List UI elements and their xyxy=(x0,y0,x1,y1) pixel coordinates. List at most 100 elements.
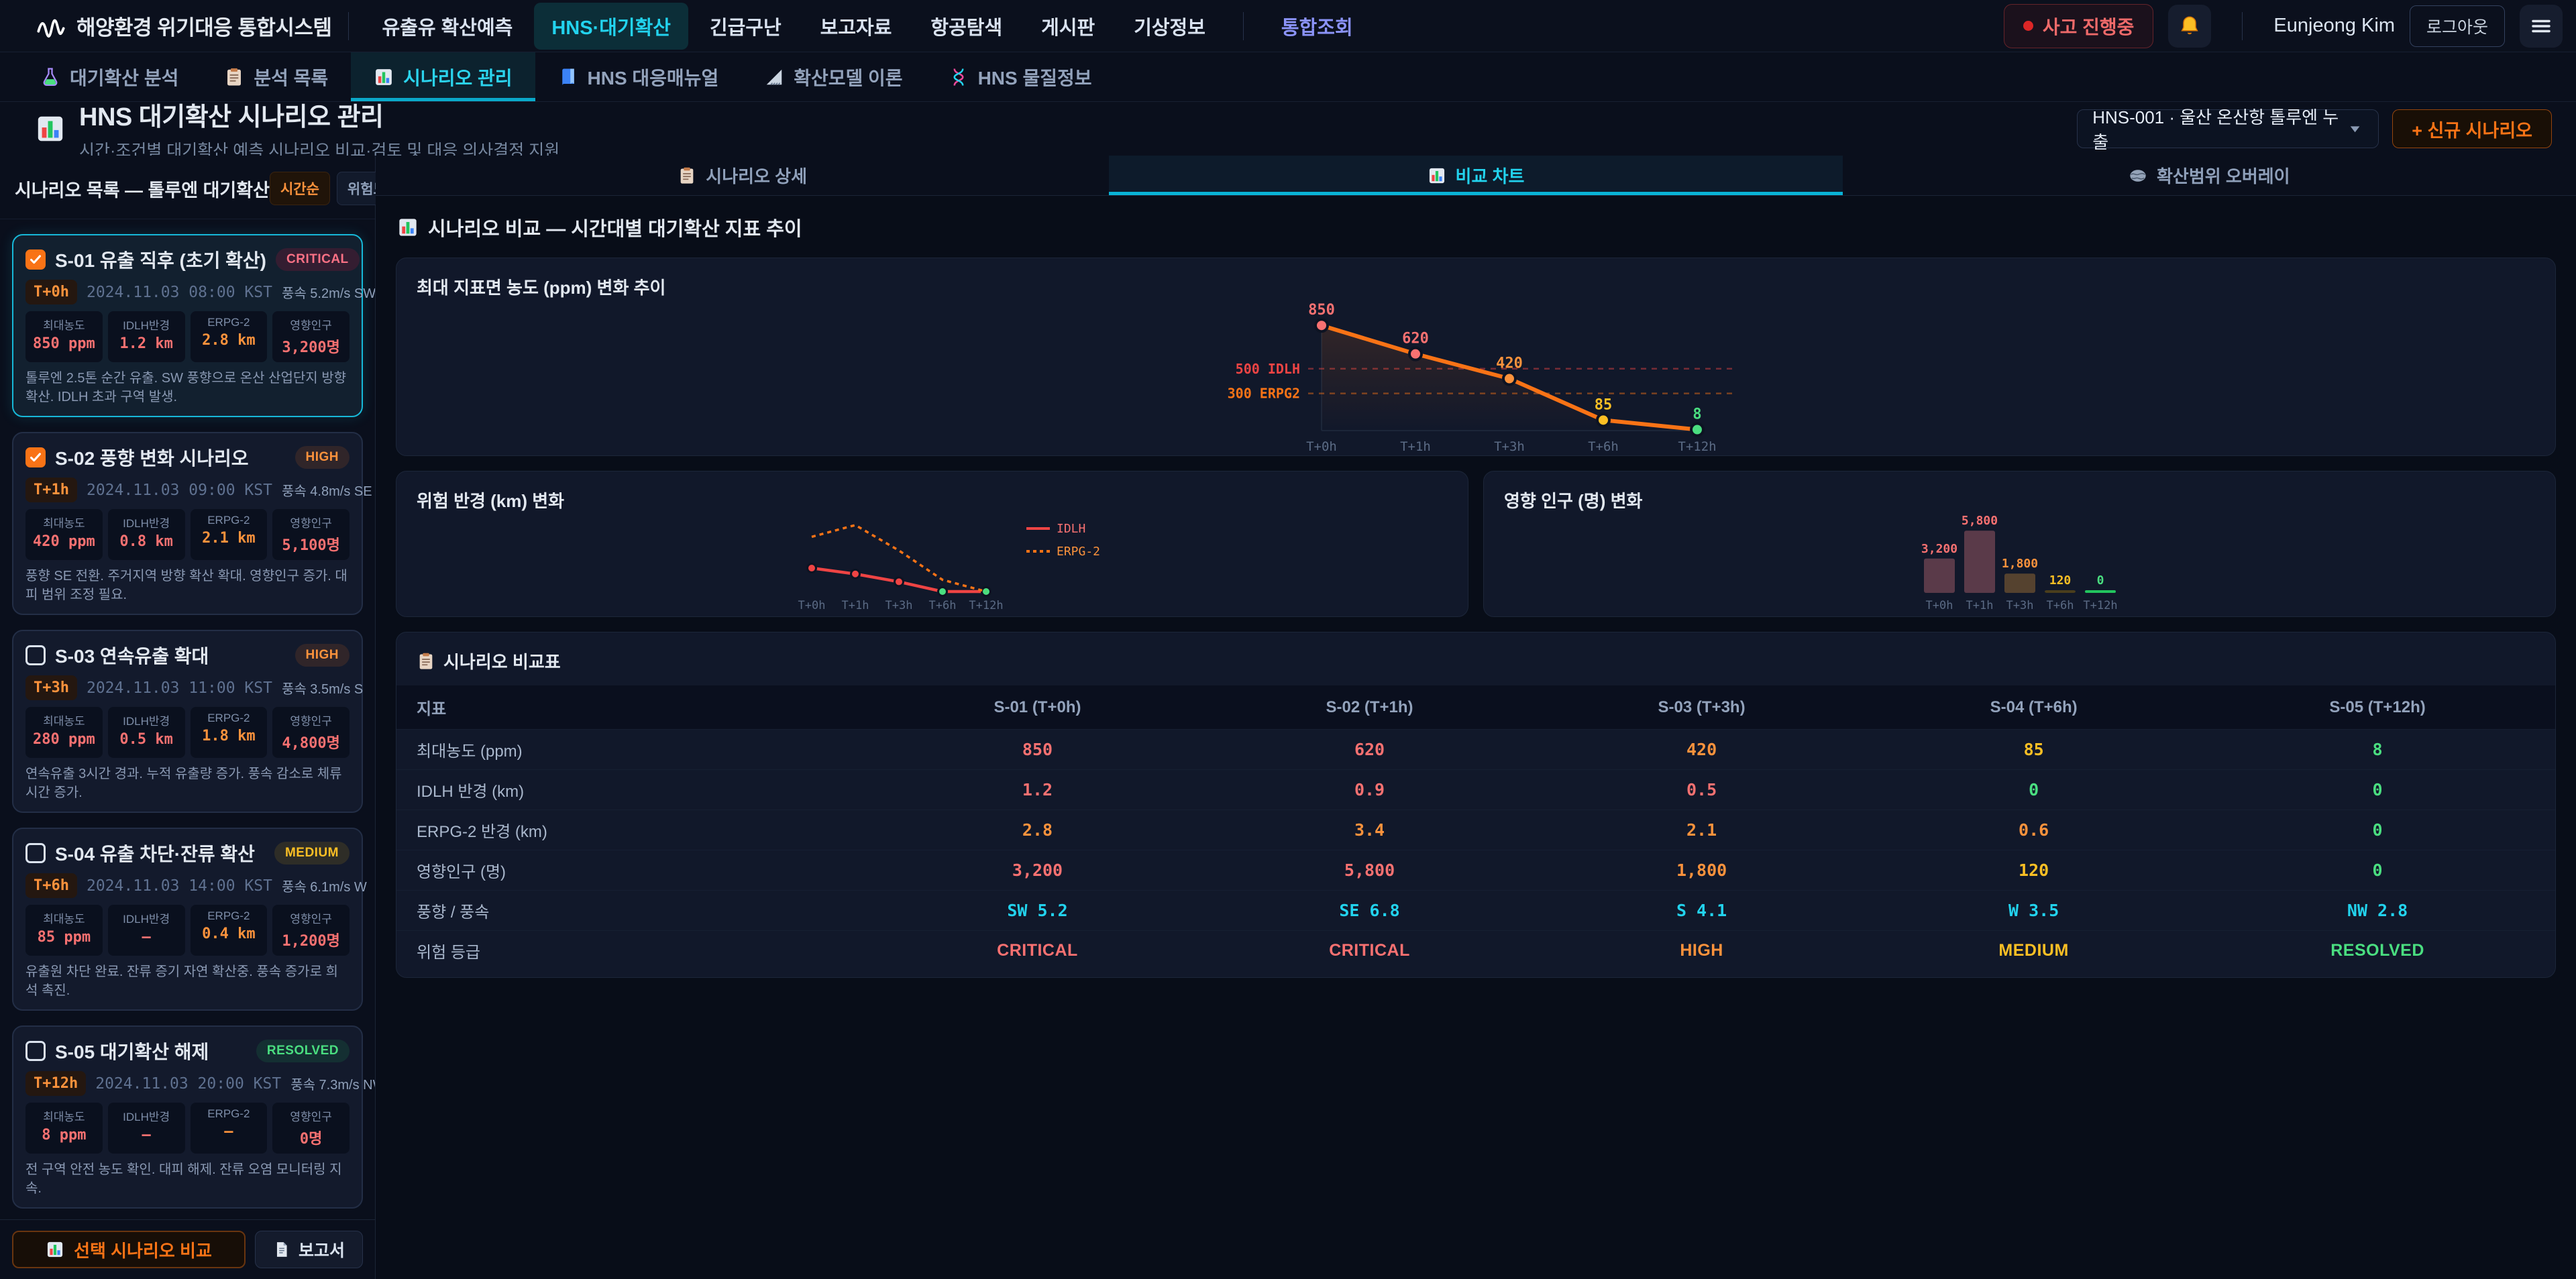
sidebar-title: 시나리오 목록 — 톨루엔 대기확산 xyxy=(15,180,270,201)
stat-ERPG-2: ERPG-2– xyxy=(190,1103,268,1154)
nav-item-weather-info[interactable]: 기상정보 xyxy=(1116,3,1223,50)
svg-text:T+3h: T+3h xyxy=(1494,439,1525,454)
table-row: IDLH 반경 (km) 1.2 0.9 0.5 0 0 xyxy=(396,769,2555,810)
wave-logo-icon xyxy=(36,15,66,38)
incident-status-label: 사고 진행중 xyxy=(2042,16,2135,38)
stat-영향인구: 영향인구 5,100명 xyxy=(272,509,350,560)
subnav-item-label: HNS 대응매뉴얼 xyxy=(587,67,719,89)
report-button[interactable]: 보고서 xyxy=(254,1231,363,1268)
metric-value: 0 xyxy=(2200,810,2555,850)
svg-text:3,200: 3,200 xyxy=(1921,542,1957,556)
stat-영향인구: 영향인구 3,200명 xyxy=(272,311,350,362)
subnav-item-air-dispersion-analysis[interactable]: 대기확산 분석 xyxy=(17,52,201,101)
section-title: 시나리오 비교 — 시간대별 대기확산 지표 추이 xyxy=(397,213,2556,241)
scenario-checkbox[interactable] xyxy=(25,249,46,270)
metric-value: 5,800 xyxy=(1203,850,1536,891)
comparison-table-title: 시나리오 비교표 xyxy=(396,632,2555,673)
incident-status-badge: 사고 진행중 xyxy=(2003,3,2154,48)
scenario-checkbox[interactable] xyxy=(25,645,46,665)
metric-value: 1.2 xyxy=(871,769,1203,810)
column-header-scenario: S-04 (T+6h) xyxy=(1990,698,2078,716)
svg-text:1,800: 1,800 xyxy=(2001,557,2037,571)
scenario-checkbox[interactable] xyxy=(25,1041,46,1061)
incident-select[interactable]: HNS-001 · 울산 온산항 톨루엔 누출 xyxy=(2077,107,2379,152)
time-offset-badge: T+6h xyxy=(25,873,77,898)
svg-text:T+12h: T+12h xyxy=(1678,439,1716,454)
svg-text:620: 620 xyxy=(1402,331,1429,347)
metric-value: 85 xyxy=(1868,729,2200,770)
nav-item-integrated-search[interactable]: 통합조회 xyxy=(1264,3,1371,50)
svg-text:8: 8 xyxy=(1693,406,1701,423)
nav-item-aerial-search[interactable]: 항공탐색 xyxy=(913,3,1020,50)
stat-grid: 최대농도 850 ppm IDLH반경 1.2 km ERPG-2 2.8 km 영향인구 3… xyxy=(25,311,350,362)
time-offset-badge: T+12h xyxy=(25,1071,87,1096)
nav-item-board[interactable]: 게시판 xyxy=(1024,3,1112,50)
user-name: Eunjeong Kim xyxy=(2273,15,2395,36)
menu-button[interactable] xyxy=(2520,4,2563,48)
svg-text:T+0h: T+0h xyxy=(1306,439,1337,454)
subnav-item-analysis-list[interactable]: 분석 목록 xyxy=(201,52,351,101)
comparison-table-panel: 시나리오 비교표 지표 S-01 (T+0h) S-02 (T+1h) S-03 (T… xyxy=(396,632,2556,978)
svg-text:420: 420 xyxy=(1496,355,1523,372)
metric-value: 620 xyxy=(1203,729,1536,770)
subnav-item-label: 대기확산 분석 xyxy=(70,67,179,89)
app-title: 해양환경 위기대응 통합시스템 xyxy=(76,16,332,40)
stat-ERPG-2: ERPG-2 2.1 km xyxy=(190,509,268,560)
subnav-item-hns-substance-info[interactable]: HNS 물질정보 xyxy=(926,52,1115,101)
metric-label: 풍향 / 풍속 xyxy=(396,890,871,931)
scenario-card-s-03[interactable]: S-03 연속유출 확대 HIGH T+3h 2024.11.03 11:00 … xyxy=(12,630,363,813)
tab-scenario-detail[interactable]: 시나리오 상세 xyxy=(376,156,1109,195)
tab-comparison-charts[interactable]: 비교 차트 xyxy=(1109,156,1843,195)
column-header-metric: 지표 xyxy=(417,700,447,718)
scenario-card-s-05[interactable]: S-05 대기확산 해제 RESOLVED T+12h 2024.11.03 2… xyxy=(12,1025,375,1209)
column-header-scenario: S-03 (T+3h) xyxy=(1658,698,1746,716)
compare-scenarios-button[interactable]: 선택 시나리오 비교 xyxy=(12,1231,246,1268)
scenario-timestamp: 2024.11.03 20:00 KST xyxy=(95,1074,282,1093)
metric-value: 0 xyxy=(2200,769,2555,810)
notifications-button[interactable] xyxy=(2168,4,2212,48)
metric-value: RESOLVED xyxy=(2200,930,2555,970)
clipboard-icon xyxy=(678,166,696,185)
bell-icon xyxy=(2178,14,2202,38)
tab-label: 시나리오 상세 xyxy=(706,166,808,186)
sidebar-footer: 선택 시나리오 비교 보고서 xyxy=(0,1219,375,1279)
svg-text:T+6h: T+6h xyxy=(2046,599,2074,612)
primary-nav: 유출유 확산예측 HNS·대기확산 긴급구난 보고자료 항공탐색 게시판 기상정보 통합조회 xyxy=(365,2,1371,50)
stat-grid: 최대농도 420 ppm IDLH반경 0.8 km ERPG-2 2.1 km 영향인구 5… xyxy=(25,509,350,560)
sort-by-time-button[interactable]: 시간순 xyxy=(269,172,330,205)
svg-text:T+12h: T+12h xyxy=(2083,599,2117,612)
scenario-description: 풍향 SE 전환. 주거지역 방향 확산 확대. 영향인구 증가. 대피 범위 … xyxy=(25,569,347,602)
scenario-card-s-01[interactable]: S-01 유출 직후 (초기 확산) CRITICAL T+0h 2024.11… xyxy=(12,234,375,417)
scenario-card-s-02[interactable]: S-02 풍향 변화 시나리오 HIGH T+1h 2024.11.03 09:… xyxy=(12,432,372,615)
scenario-checkbox[interactable] xyxy=(25,447,46,467)
nav-item-reports[interactable]: 보고자료 xyxy=(803,3,910,50)
subnav-item-hns-response-manual[interactable]: HNS 대응매뉴얼 xyxy=(535,52,742,101)
nav-item-hns-air-dispersion[interactable]: HNS·대기확산 xyxy=(534,2,688,50)
subnav-item-dispersion-model-theory[interactable]: 확산모델 이론 xyxy=(741,52,925,101)
stat-최대농도: 최대농도 850 ppm xyxy=(25,311,103,362)
tab-dispersion-overlay[interactable]: 확산범위 오버레이 xyxy=(1843,156,2576,195)
svg-text:IDLH: IDLH xyxy=(1057,522,1085,536)
stat-grid: 최대농도 8 ppm IDLH반경 – ERPG-2– 영향인구 0명 xyxy=(25,1103,350,1154)
stat-IDLH반경: IDLH반경 1.2 km xyxy=(107,311,185,362)
stat-최대농도: 최대농도 280 ppm xyxy=(25,707,103,758)
clipboard-icon xyxy=(224,67,244,87)
metric-value: 0.9 xyxy=(1203,769,1536,810)
subnav-item-scenario-management[interactable]: 시나리오 관리 xyxy=(351,52,535,101)
scenario-card-s-04[interactable]: S-04 유출 차단·잔류 확산 MEDIUM T+6h 2024.11.03 … xyxy=(12,828,367,1011)
stat-ERPG-2: ERPG-2 1.8 km xyxy=(190,707,268,758)
population-chart-panel: 영향 인구 (명) 변화 3,200 T+0h 5,800 T+1h 1,800 T+3h… xyxy=(1483,471,2556,617)
metric-value: CRITICAL xyxy=(871,930,1203,970)
nav-item-oil-spill-forecast[interactable]: 유출유 확산예측 xyxy=(365,3,531,50)
scenario-checkbox[interactable] xyxy=(25,843,46,863)
scenario-card-list: S-01 유출 직후 (초기 확산) CRITICAL T+0h 2024.11… xyxy=(0,219,375,1219)
svg-text:850: 850 xyxy=(1308,302,1335,319)
metric-value: SE 6.8 xyxy=(1203,890,1536,931)
new-scenario-button[interactable]: + 신규 시나리오 xyxy=(2392,109,2552,148)
logout-button[interactable]: 로그아웃 xyxy=(2409,5,2505,47)
column-header-scenario: S-05 (T+12h) xyxy=(2329,698,2426,716)
nav-item-emergency-rescue[interactable]: 긴급구난 xyxy=(692,3,799,50)
page-header: HNS 대기확산 시나리오 관리 시간·조건별 대기확산 예측 시나리오 비교·… xyxy=(0,102,2576,160)
flask-icon xyxy=(40,67,60,87)
concentration-chart-title: 최대 지표면 농도 (ppm) 변화 추이 xyxy=(417,278,666,298)
